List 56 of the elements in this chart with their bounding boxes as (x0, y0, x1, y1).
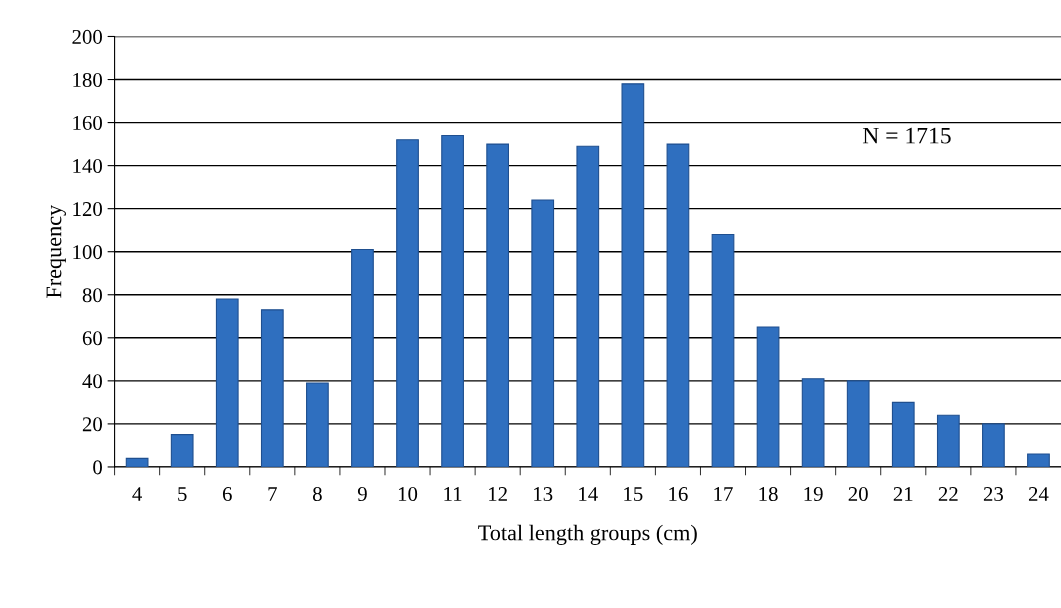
x-tick-label: 9 (357, 487, 367, 502)
bar (982, 423, 1005, 467)
x-tick-label: 6 (222, 487, 232, 502)
x-tick-label: 16 (669, 487, 688, 502)
bar (486, 143, 510, 467)
bar (125, 457, 149, 467)
x-tick-label: 10 (398, 486, 418, 502)
bar (215, 298, 239, 467)
x-tick-label: 24 (1028, 487, 1049, 501)
x-tick-label: 21 (893, 487, 913, 501)
x-tick-label: 17 (714, 487, 733, 501)
bar (306, 382, 329, 467)
bar (531, 199, 555, 467)
bar (260, 309, 284, 467)
bar (936, 414, 960, 467)
y-axis-title: Frequency (46, 204, 66, 298)
bar (396, 139, 419, 467)
x-tick-label: 18 (759, 486, 778, 502)
bar (170, 434, 194, 467)
bar (576, 145, 600, 467)
x-tick-label: 15 (624, 487, 643, 502)
y-tick-label: 40 (82, 374, 102, 389)
x-tick-label: 22 (938, 487, 958, 501)
x-tick-label: 11 (444, 487, 462, 501)
annotation: N = 1715 (862, 127, 951, 144)
x-axis-title: Total length groups (cm) (478, 524, 697, 545)
bar (756, 326, 780, 467)
x-tick-label: 8 (312, 486, 322, 502)
y-tick-label: 60 (82, 331, 102, 346)
bar (621, 83, 645, 467)
x-tick-label: 5 (178, 487, 187, 502)
x-tick-label: 13 (534, 487, 553, 502)
x-tick-label: 7 (268, 487, 277, 501)
y-tick-label: 140 (73, 158, 102, 174)
y-tick-label: 0 (93, 460, 102, 475)
x-tick-label: 23 (983, 487, 1003, 502)
bar (1027, 453, 1050, 467)
y-tick-label: 180 (73, 72, 102, 87)
bar (846, 380, 870, 467)
x-tick-label: 19 (804, 487, 823, 502)
x-tick-label: 4 (132, 487, 142, 501)
y-tick-label: 120 (73, 202, 102, 217)
x-tick-label: 12 (489, 487, 507, 501)
bar (351, 249, 374, 467)
y-tick-label: 100 (73, 245, 102, 260)
x-tick-label: 20 (848, 486, 868, 502)
y-tick-label: 160 (73, 115, 102, 131)
bar (711, 233, 735, 467)
bar (801, 378, 825, 467)
y-tick-label: 20 (82, 417, 102, 432)
bar (666, 143, 690, 467)
y-tick-label: 200 (72, 29, 102, 44)
x-tick-label: 14 (579, 487, 598, 501)
bar (441, 134, 464, 467)
y-tick-label: 80 (82, 288, 102, 303)
bar (891, 401, 915, 467)
